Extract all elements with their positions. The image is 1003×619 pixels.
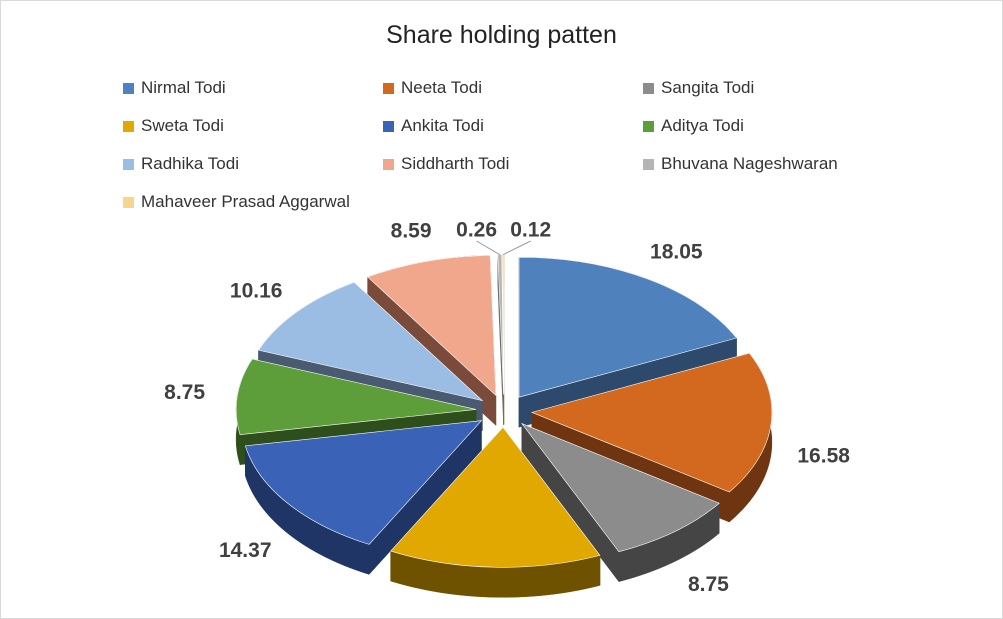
leader-line-mahaveer-prasad-aggarwal [502,240,531,256]
legend-swatch [123,120,134,132]
chart-title: Share holding patten [386,21,617,49]
legend-item-sangita-todi: Sangita Todi [643,78,754,98]
pie-slice-sangita-todi [520,422,720,552]
pie-slice-bhuvana-nageshwaran [497,254,504,395]
data-label-nirmal-todi: 18.05 [650,241,703,264]
legend-label: Siddharth Todi [401,154,510,173]
legend-label: Neeta Todi [401,78,482,97]
pie-slice-neeta-todi [530,352,773,493]
legend-item-neeta-todi: Neeta Todi [383,78,482,98]
data-label-siddharth-todi: 8.59 [391,219,432,242]
data-label-sangita-todi: 8.75 [688,573,729,596]
data-label-neeta-todi: 16.58 [797,444,850,467]
legend-swatch [123,82,134,94]
pie-top-faces [235,254,773,568]
legend-item-aditya-todi: Aditya Todi [643,116,744,136]
legend-label: Nirmal Todi [141,78,226,97]
leader-line-bhuvana-nageshwaran [476,240,501,256]
pie-slice-sweta-todi [390,426,601,568]
data-label-sweta-todi: 14.37 [466,616,519,618]
data-label-radhika-todi: 10.16 [230,280,283,303]
legend-swatch [123,196,134,208]
legend-label: Aditya Todi [661,116,744,135]
data-label-ankita-todi: 14.37 [219,539,272,562]
legend-label: Radhika Todi [141,154,239,173]
legend-label: Mahaveer Prasad Aggarwal [141,192,350,211]
pie-slice-nirmal-todi [518,256,738,398]
legend-swatch [643,158,654,170]
legend-label: Sweta Todi [141,116,224,135]
legend-item-nirmal-todi: Nirmal Todi [123,78,226,98]
legend-swatch [383,158,394,170]
legend-item-siddharth-todi: Siddharth Todi [383,154,509,174]
legend-swatch [643,82,654,94]
legend-swatch [383,120,394,132]
legend-item-ankita-todi: Ankita Todi [383,116,484,136]
legend-item-bhuvana-nageshwaran: Bhuvana Nageshwaran [643,154,838,174]
legend-swatch [383,82,394,94]
legend-label: Ankita Todi [401,116,484,135]
data-label-mahaveer-prasad-aggarwal: 0.12 [510,219,551,242]
legend-label: Bhuvana Nageshwaran [661,154,838,173]
legend-swatch [643,120,654,132]
legend-swatch [123,158,134,170]
legend-item-sweta-todi: Sweta Todi [123,116,224,136]
pie-slice-siddharth-todi [367,255,497,397]
pie-labels: 18.05 16.58 8.75 14.37 14.37 8.75 10.16 8.59 0.2… [164,219,850,618]
pie-slice-radhika-todi [258,281,484,402]
data-label-aditya-todi: 8.75 [164,381,205,404]
pie-slice-aditya-todi [235,358,477,435]
pie-slice-ankita-todi [244,420,483,545]
data-label-bhuvana-nageshwaran: 0.26 [456,219,497,242]
legend-item-mahaveer-prasad-aggarwal: Mahaveer Prasad Aggarwal [123,192,350,212]
legend-item-radhika-todi: Radhika Todi [123,154,239,174]
legend-label: Sangita Todi [661,78,755,97]
